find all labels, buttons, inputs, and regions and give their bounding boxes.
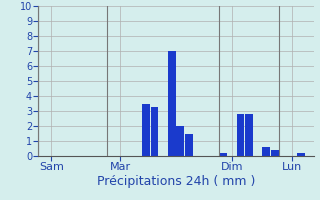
Bar — [185, 134, 193, 156]
X-axis label: Précipitations 24h ( mm ): Précipitations 24h ( mm ) — [97, 175, 255, 188]
Bar — [168, 51, 176, 156]
Bar — [236, 114, 244, 156]
Bar — [297, 153, 305, 156]
Bar — [271, 150, 279, 156]
Bar — [151, 106, 158, 156]
Bar — [176, 126, 184, 156]
Bar — [142, 104, 150, 156]
Bar — [262, 147, 270, 156]
Bar — [220, 153, 227, 156]
Bar — [245, 114, 253, 156]
